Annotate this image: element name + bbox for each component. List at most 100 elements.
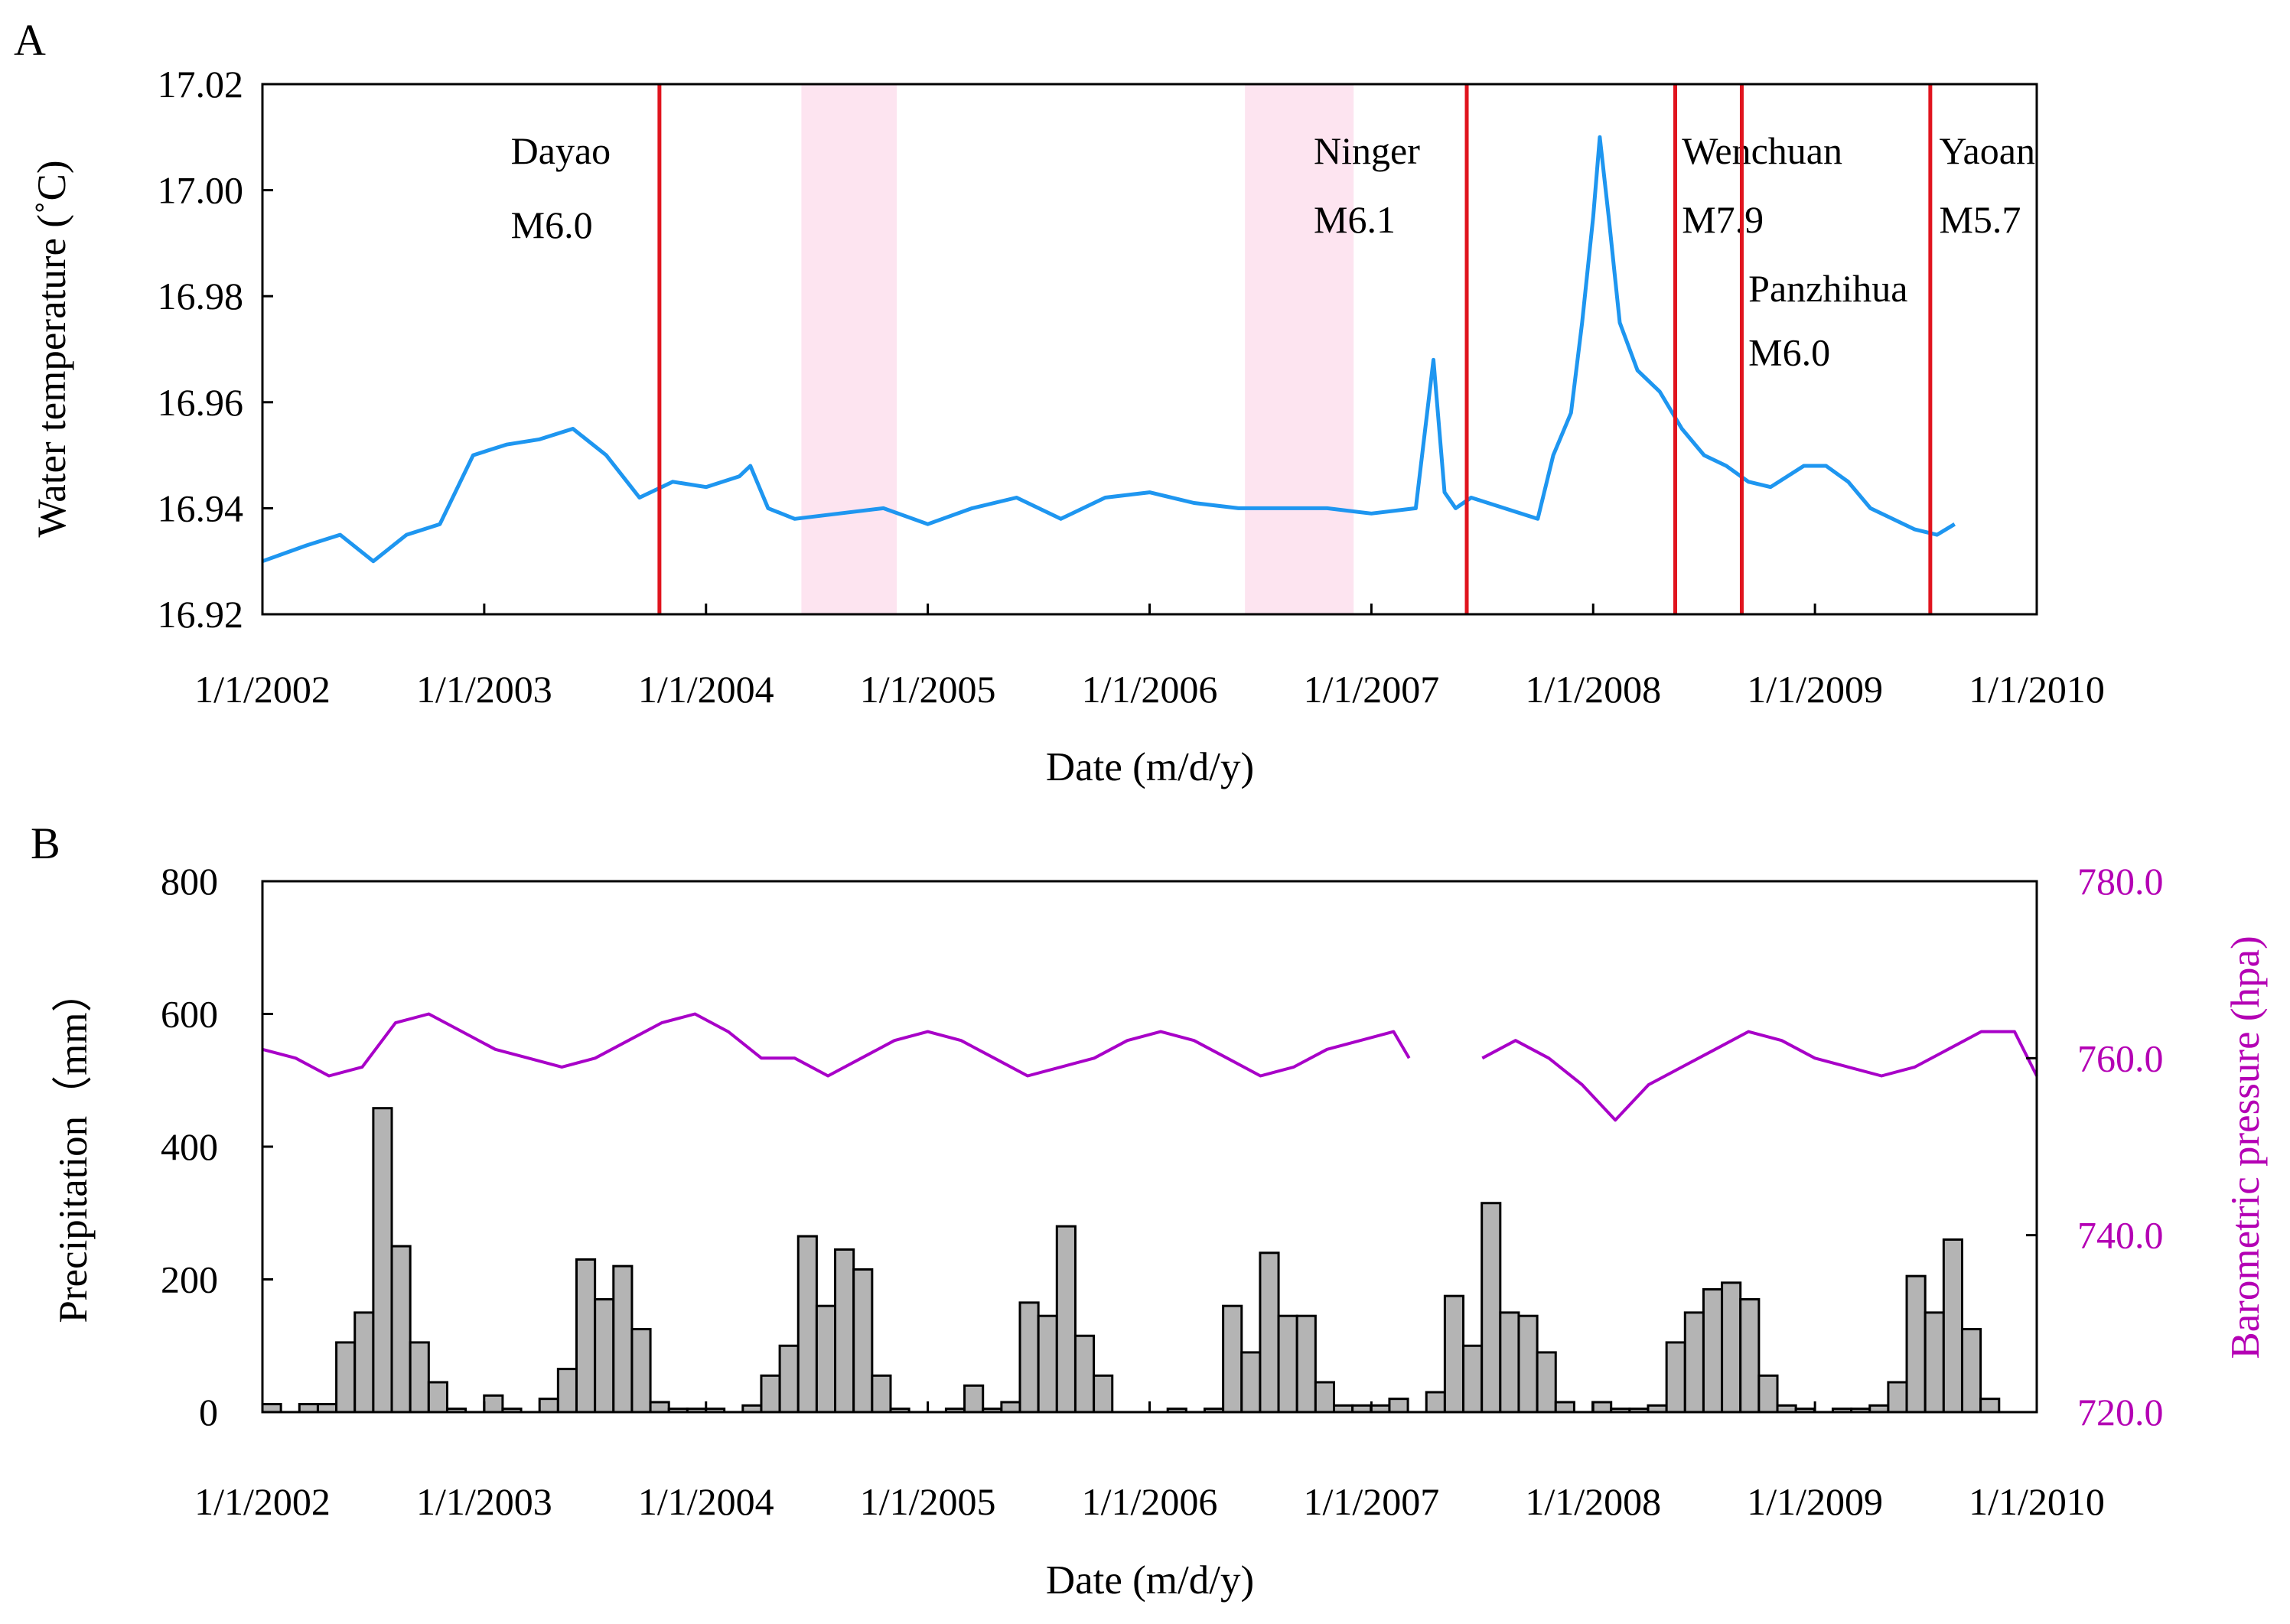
- temperature-series: [262, 135, 1956, 564]
- y-tick-label: 17.02: [158, 63, 244, 106]
- precipitation-bar: [1554, 1401, 1575, 1414]
- precipitation-bar: [1536, 1351, 1557, 1414]
- precipitation-bar: [871, 1374, 892, 1414]
- precipitation-bar: [1277, 1314, 1298, 1414]
- precipitation-bar: [261, 1403, 282, 1414]
- y2-tick-label: 760.0: [2077, 1037, 2164, 1079]
- precipitation-bar: [390, 1245, 412, 1414]
- y-axis-right: 720.0 740.0 760.0 780.0: [2026, 860, 2164, 1434]
- precipitation-bar: [483, 1394, 504, 1414]
- earthquake-name: Dayao: [511, 129, 611, 172]
- precipitation-bar: [1739, 1298, 1761, 1414]
- x-tick-label: 1/1/2005: [860, 668, 996, 711]
- precipitation-bar: [594, 1298, 615, 1414]
- precipitation-bar: [1425, 1391, 1446, 1414]
- temperature-line: [262, 135, 1956, 564]
- precipitation-bar: [1481, 1202, 1502, 1414]
- precipitation-bar: [1073, 1334, 1096, 1414]
- precipitation-bar: [1443, 1294, 1465, 1414]
- pressure-line: [262, 1012, 2038, 1122]
- x-tick-label: 1/1/2007: [1303, 668, 1439, 711]
- y2-tick-label: 780.0: [2077, 860, 2164, 903]
- precipitation-bar: [1018, 1301, 1040, 1414]
- y-tick-label: 16.96: [158, 381, 244, 424]
- y-tick-label: 200: [161, 1258, 218, 1301]
- x-tick-label: 1/1/2002: [194, 668, 331, 711]
- x-tick-label: 1/1/2008: [1525, 1480, 1661, 1523]
- panel-a-label: A: [14, 15, 46, 65]
- earthquake-magnitude: M6.1: [1314, 198, 1396, 241]
- precipitation-bar: [1721, 1281, 1742, 1414]
- earthquake-markers: Dayao M6.0 Ninger M6.1 Wenchuan M7.9 Panzhihua…: [511, 84, 2035, 614]
- panel-a: A Dayao M6.0 Ninger M6.1 Wenchuan M7.9 Panzhih…: [14, 15, 2105, 789]
- precipitation-bar: [1517, 1314, 1539, 1414]
- earthquake-name: Wenchuan: [1682, 129, 1842, 172]
- precipitation-bar: [556, 1368, 578, 1414]
- precipitation-bar: [1979, 1398, 2001, 1414]
- precipitation-bar: [834, 1248, 855, 1414]
- precipitation-bar: [1499, 1311, 1520, 1414]
- y-axis: 16.92 16.94 16.96 16.98 17.00 17.02: [158, 63, 273, 636]
- y-axis-title-left: Precipitation（mm）: [51, 971, 96, 1323]
- precipitation-bar: [575, 1258, 597, 1414]
- precipitation-bar: [796, 1235, 818, 1414]
- precipitation-bar: [760, 1374, 781, 1414]
- x-tick-label: 1/1/2005: [860, 1480, 996, 1523]
- y-axis-left: 0 200 400 600 800: [161, 860, 273, 1434]
- precipitation-bar: [298, 1403, 319, 1414]
- precipitation-bar: [335, 1341, 357, 1414]
- x-axis-title: Date (m/d/y): [1046, 1558, 1254, 1603]
- precipitation-bar: [1388, 1398, 1409, 1414]
- shaded-periods: [801, 84, 1354, 614]
- x-tick-label: 1/1/2008: [1525, 668, 1661, 711]
- precipitation-bar: [1259, 1251, 1280, 1414]
- precipitation-bar: [1924, 1311, 1945, 1414]
- x-tick-label: 1/1/2004: [638, 1480, 774, 1523]
- precipitation-bar: [1757, 1374, 1779, 1414]
- x-tick-label: 1/1/2009: [1747, 1480, 1883, 1523]
- precipitation-bar: [1000, 1401, 1021, 1414]
- precipitation-bar: [963, 1384, 985, 1414]
- y-axis-title: Water temperature (˚C): [30, 160, 74, 537]
- precipitation-bar: [316, 1403, 338, 1414]
- y-axis-title-right: Barometric pressure (hpa): [2223, 936, 2268, 1359]
- y-tick-label: 0: [199, 1391, 218, 1434]
- shaded-period: [801, 84, 897, 614]
- precipitation-bar: [1222, 1304, 1243, 1414]
- precipitation-bar: [409, 1341, 430, 1414]
- y-tick-label: 400: [161, 1125, 218, 1168]
- x-tick-label: 1/1/2006: [1082, 668, 1218, 711]
- earthquake-name: Ninger: [1314, 129, 1420, 172]
- precipitation-bar: [372, 1107, 393, 1414]
- x-axis: 1/1/2002 1/1/2003 1/1/2004 1/1/2005 1/1/2006…: [194, 604, 2105, 711]
- y2-tick-label: 740.0: [2077, 1214, 2164, 1257]
- x-tick-label: 1/1/2002: [194, 1480, 331, 1523]
- y2-tick-label: 720.0: [2077, 1391, 2164, 1434]
- panel-b-label: B: [31, 819, 60, 868]
- y-tick-label: 16.98: [158, 275, 244, 317]
- precipitation-bar: [1942, 1238, 1963, 1414]
- precipitation-bar: [1295, 1314, 1317, 1414]
- earthquake-magnitude: M7.9: [1682, 198, 1764, 241]
- plot-frame: [261, 880, 2038, 1414]
- precipitation-bar: [1683, 1311, 1705, 1414]
- x-axis: 1/1/2002 1/1/2003 1/1/2004 1/1/2005 1/1/2006…: [194, 1401, 2105, 1523]
- y-tick-label: 600: [161, 993, 218, 1036]
- earthquake-magnitude: M6.0: [511, 203, 593, 246]
- y-tick-label: 800: [161, 860, 218, 903]
- x-tick-label: 1/1/2004: [638, 668, 774, 711]
- earthquake-name: Panzhihua: [1748, 267, 1907, 310]
- precipitation-bar: [1960, 1328, 1982, 1414]
- panel-b: B 1/1/2002 1/1/2003 1/1/2004 1/1/2005 1/1/20…: [31, 819, 2268, 1603]
- y-tick-label: 16.94: [158, 487, 244, 529]
- x-axis-title: Date (m/d/y): [1046, 745, 1254, 789]
- precipitation-bar: [778, 1344, 800, 1414]
- x-tick-label: 1/1/2003: [416, 1480, 552, 1523]
- precipitation-bar: [1887, 1381, 1908, 1414]
- precipitation-bar: [852, 1268, 874, 1414]
- precipitation-bar: [1905, 1274, 1927, 1414]
- x-tick-label: 1/1/2010: [1969, 1480, 2105, 1523]
- precipitation-bar: [1093, 1374, 1114, 1414]
- y-tick-label: 16.92: [158, 593, 244, 636]
